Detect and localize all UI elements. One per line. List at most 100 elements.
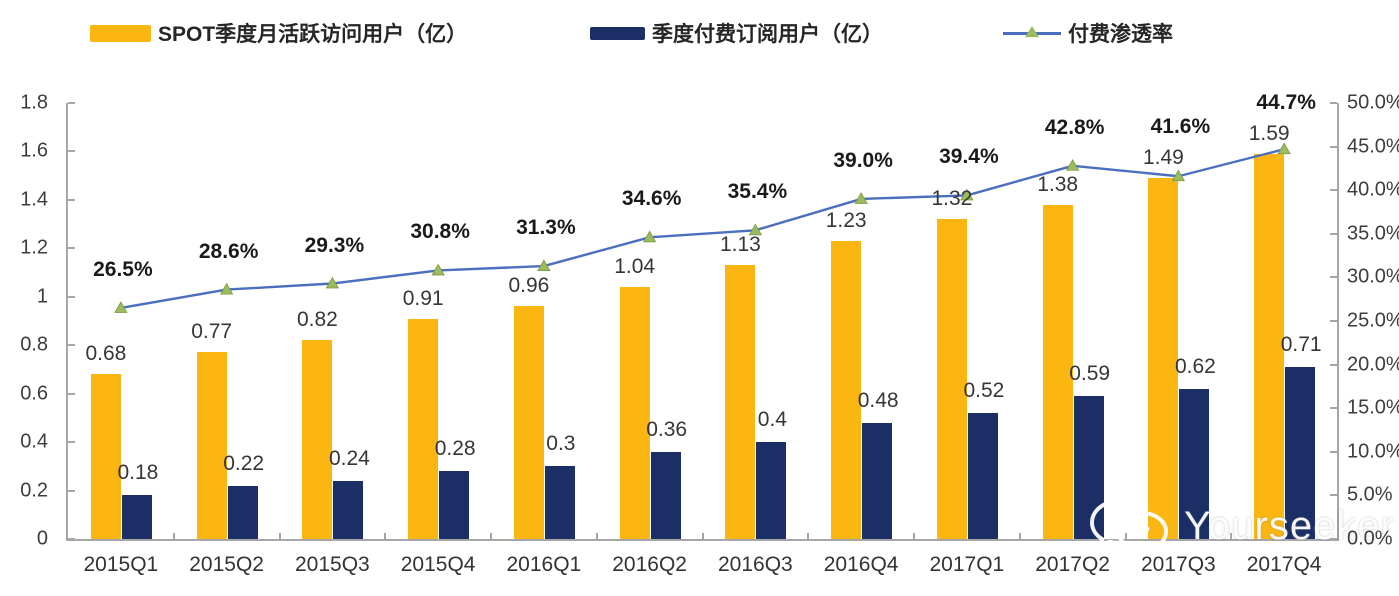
right-axis-tick [1330,276,1337,279]
bar-value-label-mau: 0.96 [508,274,550,298]
left-axis-tick [68,538,75,540]
left-axis-tick [68,102,75,104]
bar-mau [619,287,650,539]
legend-swatch-mau-icon [90,24,151,42]
bar-value-label-mau: 1.38 [1037,172,1079,196]
right-axis-label: 5.0% [1347,483,1393,506]
bar-value-label-subscribers: 0.48 [857,388,899,412]
left-axis-label: 0.4 [20,430,48,453]
left-axis-label: 0 [36,527,48,550]
x-axis-category-label: 2015Q4 [400,553,476,576]
bar-value-label-mau: 1.23 [825,209,867,233]
x-axis-tick [172,533,175,539]
x-axis-category-label: 2015Q3 [295,553,370,576]
right-axis-label: 10.0% [1347,440,1399,463]
right-axis-label: 45.0% [1347,135,1399,158]
bar-value-label-subscribers: 0.4 [757,408,787,432]
legend-swatch-penetration-line-icon [1003,26,1061,38]
penetration-label: 42.8% [1044,115,1105,139]
x-axis-tick [278,533,281,539]
x-axis-tick [913,533,915,539]
right-axis-tick [1330,232,1337,235]
bar-mau [1042,204,1073,539]
bar-value-label-subscribers: 0.52 [963,379,1005,403]
left-axis-tick [68,489,75,492]
bar-value-label-subscribers: 0.36 [646,417,688,441]
triangle-marker-icon [537,259,551,271]
right-axis-tick [1330,494,1337,497]
right-axis-label: 0.0% [1347,527,1393,550]
legend-label-mau: SPOT季度月活跃访问用户（亿） [158,23,468,46]
bar-mau [90,374,121,539]
x-axis-line [66,539,1339,541]
x-axis-category-label: 2017Q1 [929,553,1005,576]
penetration-label: 34.6% [621,187,682,211]
penetration-label: 39.0% [833,148,893,172]
x-axis-tick [384,533,387,539]
left-axis-label: 1.2 [20,236,48,259]
bar-value-label-mau: 1.49 [1142,146,1184,170]
penetration-label: 35.4% [727,180,788,204]
penetration-label: 44.7% [1256,90,1316,114]
triangle-marker-icon [114,301,128,313]
penetration-label: 31.3% [516,216,576,240]
triangle-marker-icon [748,223,763,236]
bar-value-label-mau: 1.32 [931,187,973,211]
triangle-marker-icon [1065,158,1080,171]
right-axis-label: 40.0% [1347,178,1399,201]
left-axis-label: 0.2 [20,479,48,502]
bar-mau [196,352,227,539]
bar-subscribers [121,495,152,539]
bar-value-label-subscribers: 0.28 [434,437,476,461]
legend-item-penetration: 付费渗透率 [1003,18,1173,48]
right-axis-label: 30.0% [1347,265,1399,288]
right-axis-label: 15.0% [1347,396,1399,419]
triangle-marker-icon [1277,142,1291,155]
right-axis-tick [1330,320,1337,322]
right-axis-label: 35.0% [1347,222,1399,245]
left-axis-tick [68,295,75,298]
bar-subscribers [227,485,258,539]
bar-subscribers [862,422,893,539]
x-axis-tick [701,533,704,539]
penetration-label: 41.6% [1150,115,1211,139]
triangle-marker-icon [431,263,445,276]
right-axis-tick [1330,538,1337,540]
x-axis-category-label: 2016Q4 [823,553,899,576]
x-axis-category-label: 2016Q1 [506,553,582,576]
triangle-marker-icon [854,192,868,204]
penetration-label: 39.4% [939,145,999,169]
x-axis-category-label: 2015Q1 [83,553,159,576]
left-axis-label: 1.6 [20,139,48,162]
left-axis-tick [68,344,75,347]
bar-subscribers [333,480,364,539]
x-axis-tick [807,533,810,539]
x-axis-tick [1018,533,1021,539]
bar-subscribers [1285,367,1316,539]
triangle-marker-icon [1171,169,1186,182]
x-axis-tick [1230,533,1233,539]
bar-value-label-mau: 0.91 [402,286,444,310]
triangle-marker-icon [325,276,340,289]
legend-label-subscribers: 季度付费订阅用户（亿） [652,23,883,46]
x-axis-category-label: 2016Q3 [718,553,793,576]
bar-value-label-mau: 0.77 [191,320,233,344]
bar-value-label-subscribers: 0.18 [117,461,159,485]
bar-mau [831,241,862,539]
triangle-marker-icon [219,282,234,295]
left-axis-label: 0.8 [20,333,48,356]
penetration-label: 29.3% [304,233,365,257]
bar-value-label-mau: 1.13 [719,233,761,257]
right-axis-tick [1330,145,1337,148]
right-axis-tick [1330,189,1337,192]
x-axis-category-label: 2017Q4 [1246,553,1322,576]
right-axis-tick [1330,102,1337,104]
x-axis-tick [490,533,492,539]
left-axis-tick [68,150,75,153]
right-axis-label: 25.0% [1347,309,1399,332]
bar-value-label-mau: 1.04 [614,255,656,279]
x-axis-tick [595,533,598,539]
penetration-label: 30.8% [410,220,470,244]
bar-value-label-subscribers: 0.62 [1174,354,1216,378]
